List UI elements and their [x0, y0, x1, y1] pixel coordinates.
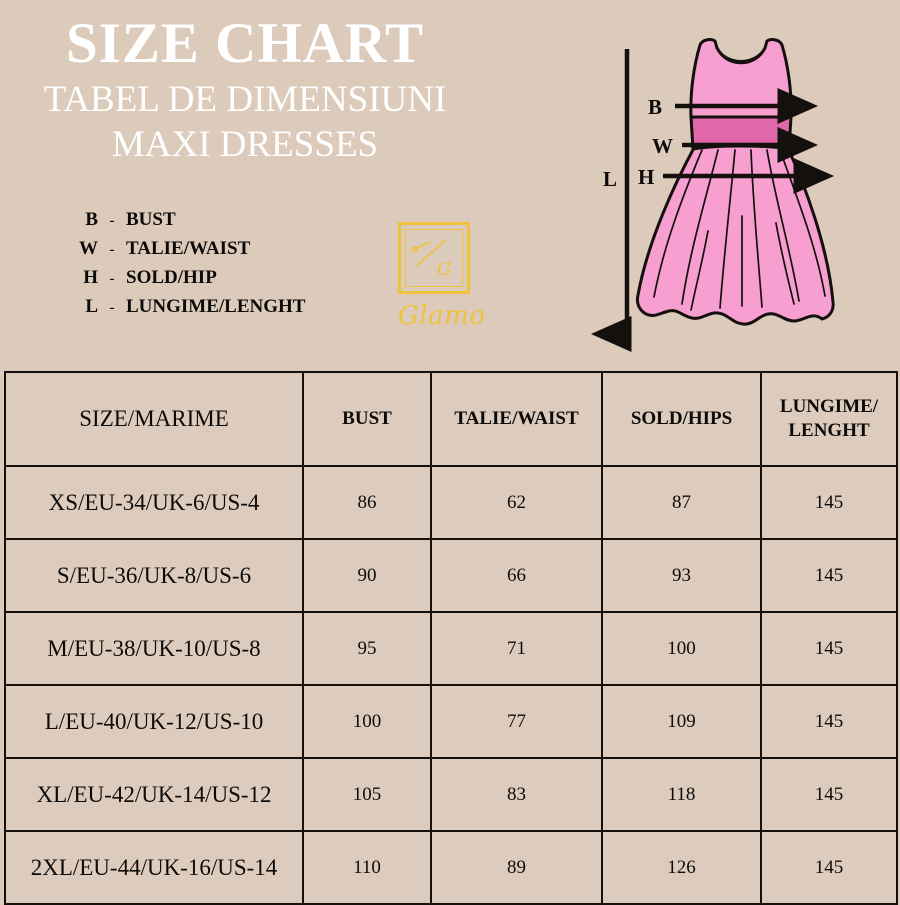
cell-hips: 109 — [601, 684, 762, 759]
cell-bust: 110 — [302, 830, 432, 905]
cell-hips: 100 — [601, 611, 762, 686]
dress-skirt — [635, 144, 835, 326]
dress-svg: B W H L — [591, 38, 835, 352]
legend-label-length: LUNGIME/LENGHT — [126, 296, 306, 317]
legend-label-waist: TALIE/WAIST — [126, 238, 251, 259]
skirt-pleats — [653, 149, 826, 311]
cell-length: 145 — [760, 538, 898, 613]
page-subtitle-ro: TABEL DE DIMENSIUNI — [43, 78, 447, 120]
column-header-waist: TALIE/WAIST — [430, 371, 603, 467]
cell-size: 2XL/EU-44/UK-16/US-14 — [4, 830, 304, 905]
legend-item-waist: W - TALIE/WAIST — [72, 238, 362, 267]
legend-key-h: H — [83, 267, 98, 288]
cell-size: M/EU-38/UK-10/US-8 — [4, 611, 304, 686]
measurement-legend: B - BUST W - TALIE/WAIST H - SOLD/HIP L … — [72, 209, 362, 325]
cell-length: 145 — [760, 757, 898, 832]
logo-wordmark: Glamo — [398, 301, 486, 331]
column-header-size: SIZE/MARIME — [4, 371, 304, 467]
table-row: M/EU-38/UK-10/US-8 95 71 100 145 — [4, 611, 898, 686]
legend-item-hip: H - SOLD/HIP — [72, 267, 362, 296]
cell-size: XS/EU-34/UK-6/US-4 — [4, 465, 304, 540]
cell-length: 145 — [760, 465, 898, 540]
legend-label-hip: SOLD/HIP — [126, 267, 217, 288]
dress-neckline — [715, 47, 767, 65]
logo-inner-frame: G — [405, 229, 463, 287]
cell-waist: 83 — [430, 757, 603, 832]
cell-waist: 66 — [430, 538, 603, 613]
legend-label-bust: BUST — [126, 209, 176, 230]
brand-logo: G Glamo — [398, 222, 486, 331]
cell-bust: 86 — [302, 465, 432, 540]
cell-waist: 71 — [430, 611, 603, 686]
table-row: XL/EU-42/UK-14/US-12 105 83 118 145 — [4, 757, 898, 832]
legend-item-bust: B - BUST — [72, 209, 362, 238]
legend-separator: - — [109, 271, 115, 287]
cell-length: 145 — [760, 830, 898, 905]
logo-monogram: G — [437, 259, 451, 280]
table-header-row: SIZE/MARIME BUST TALIE/WAIST SOLD/HIPS L… — [4, 371, 898, 467]
logo-frame-icon: G — [398, 222, 470, 294]
cell-bust: 95 — [302, 611, 432, 686]
cell-waist: 62 — [430, 465, 603, 540]
cell-size: XL/EU-42/UK-14/US-12 — [4, 757, 304, 832]
cell-length: 145 — [760, 611, 898, 686]
cell-waist: 77 — [430, 684, 603, 759]
bust-arrow-label: B — [648, 95, 662, 119]
table-row: S/EU-36/UK-8/US-6 90 66 93 145 — [4, 538, 898, 613]
legend-separator: - — [109, 242, 115, 258]
cell-length: 145 — [760, 684, 898, 759]
column-header-length-line1: LUNGIME/ — [779, 396, 879, 418]
needle-thread-icon: G — [411, 239, 451, 280]
cell-size: L/EU-40/UK-12/US-10 — [4, 684, 304, 759]
legend-key-l: L — [85, 296, 98, 317]
column-header-length-line2: LENGHT — [788, 420, 870, 441]
page-subtitle-category: MAXI DRESSES — [111, 124, 379, 166]
page-header: SIZE CHART TABEL DE DIMENSIUNI MAXI DRES… — [0, 14, 490, 168]
cell-size: S/EU-36/UK-8/US-6 — [4, 538, 304, 613]
size-chart-table: SIZE/MARIME BUST TALIE/WAIST SOLD/HIPS L… — [4, 371, 898, 905]
legend-item-length: L - LUNGIME/LENGHT — [72, 296, 362, 325]
cell-hips: 118 — [601, 757, 762, 832]
cell-hips: 93 — [601, 538, 762, 613]
cell-hips: 126 — [601, 830, 762, 905]
legend-key-b: B — [85, 209, 98, 230]
cell-hips: 87 — [601, 465, 762, 540]
cell-waist: 89 — [430, 830, 603, 905]
waist-arrow-label: W — [652, 134, 673, 158]
dress-illustration: B W H L — [590, 18, 900, 368]
column-header-bust: BUST — [302, 371, 432, 467]
column-header-hips: SOLD/HIPS — [601, 371, 762, 467]
table-row: 2XL/EU-44/UK-16/US-14 110 89 126 145 — [4, 830, 898, 905]
cell-bust: 100 — [302, 684, 432, 759]
cell-bust: 90 — [302, 538, 432, 613]
legend-key-w: W — [79, 238, 98, 259]
hips-arrow-label: H — [638, 165, 654, 189]
cell-bust: 105 — [302, 757, 432, 832]
table-row: XS/EU-34/UK-6/US-4 86 62 87 145 — [4, 465, 898, 540]
length-arrow-label: L — [603, 167, 617, 191]
legend-separator: - — [109, 300, 115, 316]
column-header-length: LUNGIME/ LENGHT — [760, 371, 898, 467]
table-row: L/EU-40/UK-12/US-10 100 77 109 145 — [4, 684, 898, 759]
dress-bodice — [689, 38, 793, 119]
page-title: SIZE CHART — [65, 12, 424, 75]
legend-separator: - — [109, 213, 115, 229]
